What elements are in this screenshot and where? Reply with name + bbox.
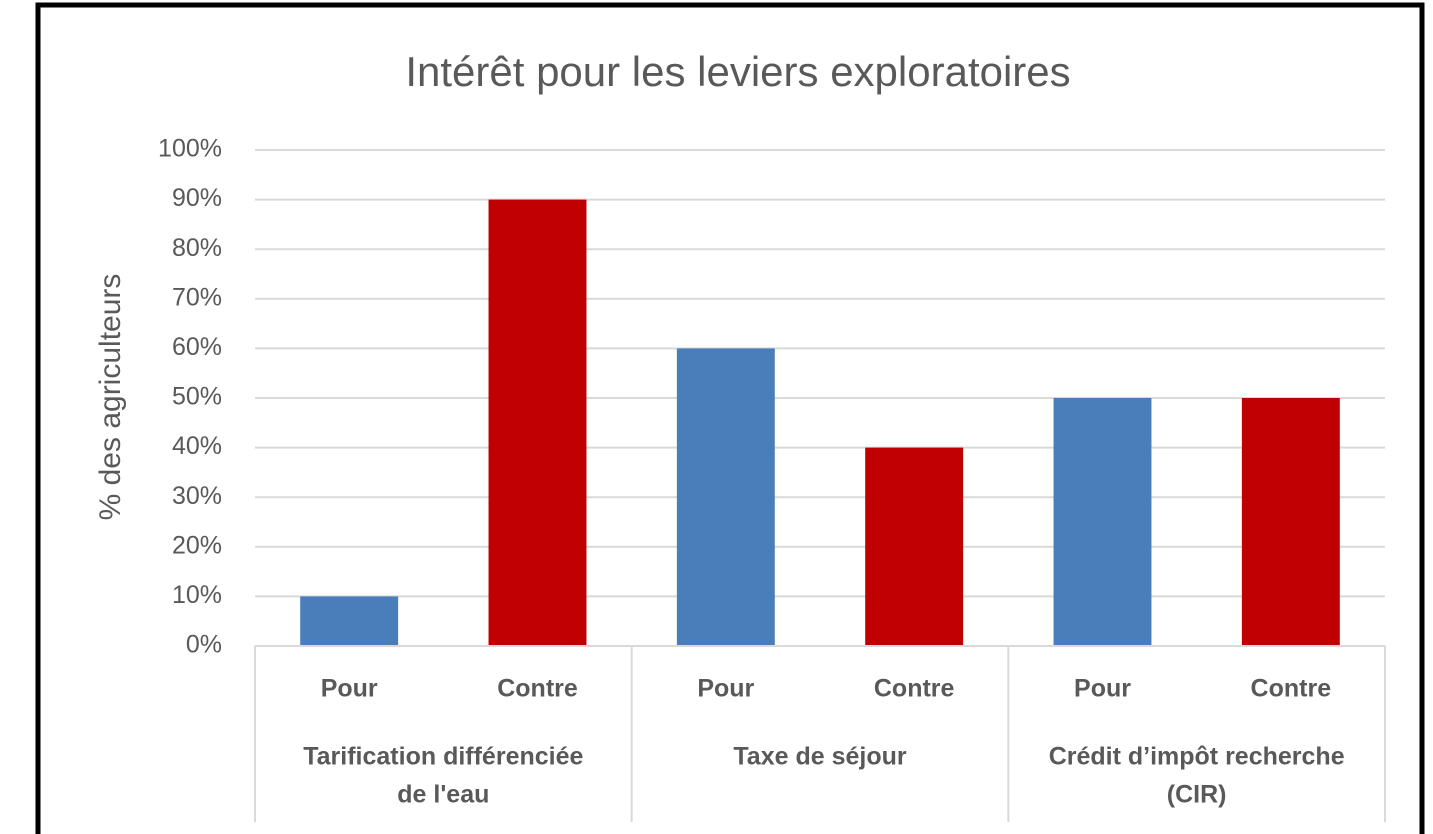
x-tick-label: Contre (874, 675, 955, 703)
x-tick-label: Pour (321, 675, 378, 703)
group-label: Taxe de séjour (733, 743, 906, 771)
group-label: Crédit d’impôt recherche (1049, 743, 1345, 771)
group-label: de l'eau (397, 781, 489, 809)
y-tick-label: 100% (158, 135, 222, 163)
bar (1241, 398, 1340, 646)
x-tick-label: Pour (1074, 675, 1131, 703)
y-tick-label: 80% (172, 234, 222, 262)
y-tick-label: 40% (172, 432, 222, 460)
x-tick-label: Contre (1251, 675, 1332, 703)
bar (488, 199, 587, 646)
bar (300, 596, 399, 646)
y-tick-label: 30% (172, 482, 222, 510)
y-tick-label: 60% (172, 333, 222, 361)
group-label: Tarification différenciée (303, 743, 583, 771)
group-label: (CIR) (1167, 781, 1227, 809)
y-tick-label: 10% (172, 581, 222, 609)
y-axis-title: % des agriculteurs (94, 274, 127, 521)
y-tick-label: 70% (172, 283, 222, 311)
bar (1053, 398, 1152, 646)
x-tick-label: Pour (697, 675, 754, 703)
bar (865, 447, 964, 646)
y-tick-label: 50% (172, 383, 222, 411)
y-tick-label: 20% (172, 531, 222, 559)
x-tick-label: Contre (497, 675, 578, 703)
bar (676, 348, 775, 646)
chart-title: Intérêt pour les leviers exploratoires (405, 48, 1070, 95)
y-tick-label: 0% (186, 631, 222, 659)
y-tick-label: 90% (172, 184, 222, 212)
